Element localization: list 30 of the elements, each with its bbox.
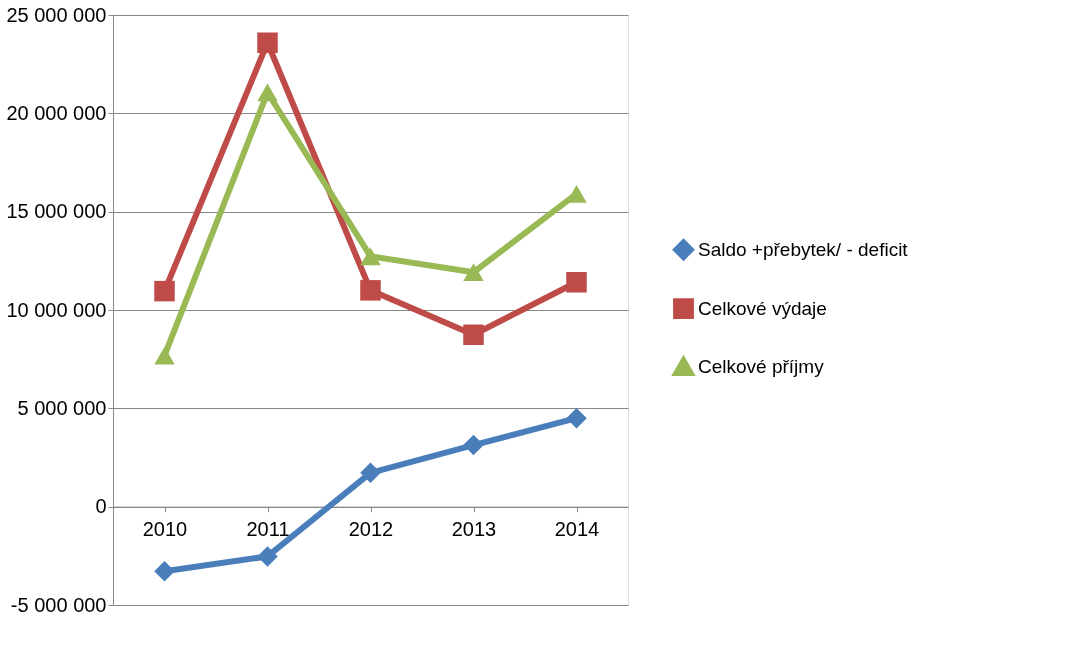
point	[566, 407, 587, 429]
point	[257, 546, 278, 567]
point	[566, 272, 587, 293]
legend-label: Celkové příjmy	[698, 355, 825, 377]
point	[154, 560, 175, 582]
legend-label: Celkové výdaje	[698, 297, 827, 319]
point	[360, 462, 381, 484]
x-tick-label: 2014	[554, 518, 600, 541]
point	[154, 346, 175, 365]
y-tick-label: 15 000 000	[6, 200, 107, 223]
y-tick-label: -5 000 000	[10, 593, 107, 616]
point	[566, 185, 587, 203]
point	[257, 32, 278, 53]
x-tick-label: 2011	[246, 518, 290, 541]
point	[154, 280, 175, 302]
y-tick-label: 0	[95, 495, 107, 518]
x-tick-label: 2010	[142, 518, 188, 541]
legend-label: Saldo +přebytek/ - deficit	[698, 238, 909, 260]
point	[360, 280, 381, 301]
point	[463, 263, 484, 282]
y-tick-label: 10 000 000	[6, 298, 107, 321]
x-tick-label: 2013	[451, 518, 497, 541]
point	[463, 434, 484, 456]
point	[463, 324, 484, 346]
y-tick-label: 20 000 000	[6, 101, 107, 124]
y-tick-label: 5 000 000	[17, 396, 107, 419]
x-tick-label: 2012	[348, 518, 394, 541]
point	[257, 83, 278, 102]
point	[360, 247, 381, 266]
y-tick-label: 25 000 000	[6, 3, 107, 26]
